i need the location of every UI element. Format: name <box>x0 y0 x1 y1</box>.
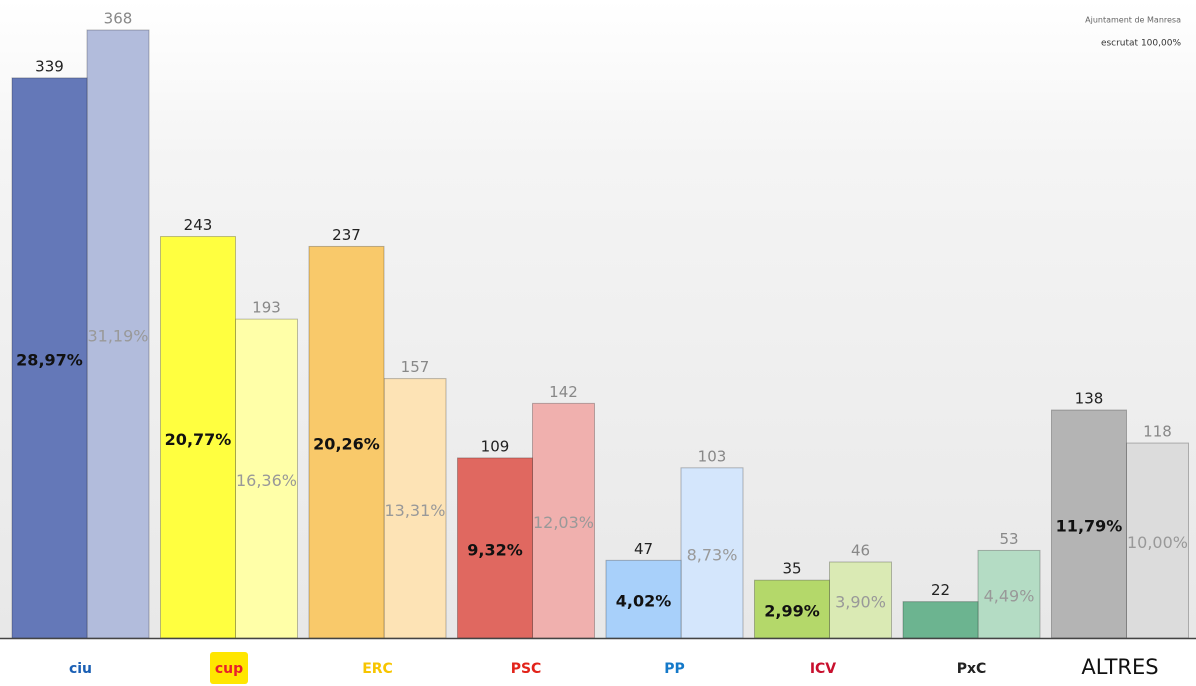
share-label: 8,73% <box>687 545 738 564</box>
chart: 368 31,19% 193 16,36% 157 13,31% 142 12,03% 103 8… <box>0 0 1196 686</box>
value-label: 118 <box>1143 423 1172 441</box>
share-label: 2,99% <box>764 602 820 621</box>
x-tick-label: ICV <box>810 661 836 677</box>
share-label: 4,02% <box>616 592 672 611</box>
value-label: 193 <box>252 299 281 317</box>
x-tick-label: ERC <box>362 661 393 677</box>
x-tick-label: PSC <box>511 661 542 677</box>
share-label: 28,97% <box>16 350 83 369</box>
share-label: 4,49% <box>984 587 1035 606</box>
share-label: 11,79% <box>1056 517 1123 536</box>
value-label: 103 <box>698 447 727 465</box>
share-label: 20,26% <box>313 435 380 454</box>
value-label: 157 <box>401 358 430 376</box>
value-label: 109 <box>481 437 510 455</box>
share-label: 12,03% <box>533 513 594 532</box>
value-label: 243 <box>184 216 213 234</box>
x-tick-label: PP <box>664 661 685 677</box>
value-label: 46 <box>851 542 870 560</box>
share-label: 16,36% <box>236 471 297 490</box>
value-label: 142 <box>549 383 578 401</box>
value-label: 368 <box>104 10 133 28</box>
count-status: escrutat 100,00% <box>1101 39 1182 49</box>
value-label: 237 <box>332 226 361 244</box>
value-label: 53 <box>999 530 1018 548</box>
share-label: 31,19% <box>87 327 148 346</box>
share-label: 20,77% <box>165 430 232 449</box>
value-label: 339 <box>35 57 64 75</box>
x-tick-label: ciu <box>69 661 92 677</box>
share-label: 3,90% <box>835 593 886 612</box>
x-tick-label: ALTRES <box>1081 655 1158 679</box>
share-label: 9,32% <box>467 540 523 559</box>
value-label: 35 <box>782 560 801 578</box>
x-tick-label: cup <box>215 661 243 677</box>
value-label: 47 <box>634 540 653 558</box>
bar <box>903 602 978 638</box>
institution: Ajuntament de Manresa <box>1085 16 1181 25</box>
share-label: 10,00% <box>1127 533 1188 552</box>
share-label: 13,31% <box>384 501 445 520</box>
value-label: 22 <box>931 581 950 599</box>
x-tick-label: PxC <box>957 661 987 677</box>
value-label: 138 <box>1075 390 1104 408</box>
